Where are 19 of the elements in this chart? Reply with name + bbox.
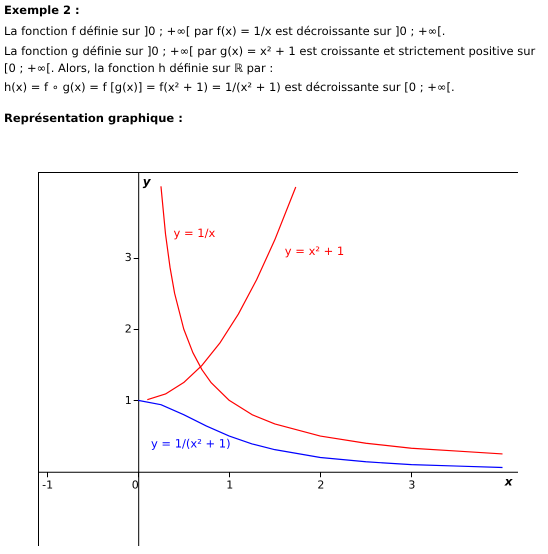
x-tick-label: 1 — [226, 478, 234, 492]
series-label: y = 1/(x² + 1) — [150, 436, 231, 451]
line-series — [138, 400, 504, 468]
chart-title: Exemple 2 : — [4, 2, 81, 19]
y-axis-title: y — [142, 174, 152, 188]
y-tick-label: 2 — [124, 322, 132, 336]
series-label: y = 1/x — [174, 226, 216, 240]
x-tick-label: 3 — [408, 478, 416, 492]
text: La fonction g définie sur ]0 ; +∞[ par g(x) = x² + 1 est croissante et strictement positive sur [0 ; +∞[. Alors, la fonction h définie sur ℝ par : — [4, 42, 536, 77]
x-tick-label: -1 — [42, 478, 54, 492]
text: La fonction f définie sur ]0 ; +∞[ par f(x) = 1/x est décroissante sur ]0 ; +∞[. — [4, 23, 446, 40]
y-tick-label: 3 — [124, 251, 132, 264]
x-axis-title: x — [504, 474, 514, 488]
chart-subtitle: Représentation graphique : — [4, 110, 184, 128]
x-tick-label: 0 — [132, 478, 139, 492]
x-tick-label: 2 — [317, 478, 324, 492]
y-tick-label: 1 — [124, 394, 132, 407]
series-label: y = x² + 1 — [284, 244, 344, 258]
text: h(x) = f ∘ g(x) = f [g(x)] = f(x² + 1) = 1/(x² + 1) est décroissante sur [0 ; +∞[. — [4, 79, 456, 96]
